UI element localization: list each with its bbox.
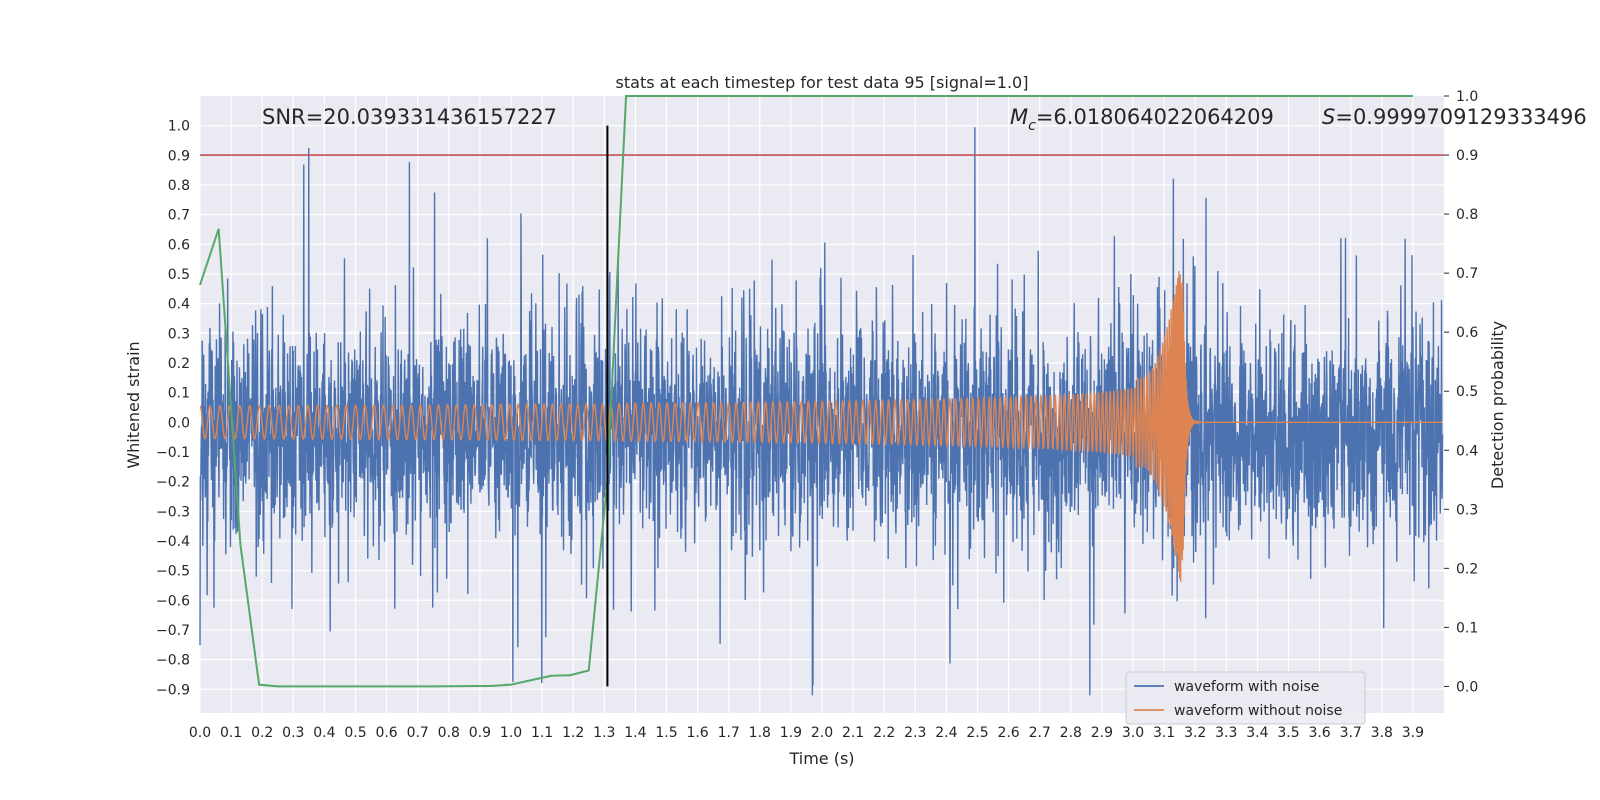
y-tick-label: −0.6 [156,593,190,609]
score-value: =0.9999709129333496 [1335,105,1586,129]
x-tick-label: 1.3 [593,725,615,741]
snr-annotation: SNR=20.039331436157227 [262,105,557,129]
y-tick-label: 0.2 [168,356,190,372]
chirp-mass-value: =6.018064022064209 [1036,105,1274,129]
y-right-tick-label: 0.4 [1456,443,1478,459]
y-tick-label: −0.4 [156,534,190,550]
x-tick-label: 2.4 [935,725,957,741]
legend-box [1125,671,1366,725]
y-right-tick-label: 0.8 [1456,207,1478,223]
x-tick-label: 3.0 [1122,725,1144,741]
y-right-tick-label: 1.0 [1456,89,1478,105]
chirp-mass-subscript: c [1028,118,1036,134]
x-tick-label: 1.9 [780,725,802,741]
x-tick-label: 2.1 [842,725,864,741]
x-tick-label: 0.5 [344,725,366,741]
y-tick-label: −0.9 [156,682,190,698]
y-tick-label: 0.0 [168,415,190,431]
x-tick-label: 2.7 [1029,725,1051,741]
x-tick-label: 3.5 [1277,725,1299,741]
y-axis-right: 1.0 0.9 0.8 0.7 0.6 0.5 0.4 0.3 0.2 0.1 0.0 [1444,89,1478,695]
series-layer [199,95,1444,696]
y-right-tick-label: 0.1 [1456,620,1478,636]
x-tick-label: 3.8 [1371,725,1393,741]
x-tick-label: 0.1 [220,725,242,741]
x-tick-label: 3.6 [1308,725,1330,741]
x-tick-label: 2.8 [1060,725,1082,741]
legend-label-noisy: waveform with noise [1174,679,1319,695]
y-right-tick-label: 0.6 [1456,325,1478,341]
x-tick-label: 1.4 [624,725,646,741]
y-right-tick-label: 0.9 [1456,148,1478,164]
chart-title: stats at each timestep for test data 95 … [616,73,1029,92]
y-tick-label: 0.5 [168,267,190,283]
y-tick-label: −0.2 [156,475,190,491]
y-tick-label: 0.4 [168,297,190,313]
x-tick-label: 3.1 [1153,725,1175,741]
x-tick-label: 2.3 [904,725,926,741]
x-tick-label: 1.0 [500,725,522,741]
x-tick-label: 1.5 [655,725,677,741]
y-right-tick-label: 0.5 [1456,384,1478,400]
x-tick-label: 2.2 [873,725,895,741]
x-tick-label: 2.5 [966,725,988,741]
x-tick-label: 3.4 [1246,725,1268,741]
x-tick-label: 1.1 [531,725,553,741]
x-tick-label: 1.7 [718,725,740,741]
x-tick-label: 3.2 [1184,725,1206,741]
x-tick-label: 0.2 [251,725,273,741]
x-tick-label: 0.6 [375,725,397,741]
x-tick-label: 0.8 [438,725,460,741]
y-right-tick-label: 0.0 [1456,679,1478,695]
y-tick-label: 0.6 [168,237,190,253]
y-tick-label: 0.3 [168,326,190,342]
legend: waveform with noise waveform without noi… [1125,671,1366,725]
y-tick-label: 1.0 [168,119,190,135]
score-symbol: S [1322,105,1335,129]
y-right-tick-label: 0.7 [1456,266,1478,282]
y-tick-label: 0.1 [168,386,190,402]
series-waveform-without-noise [199,271,1443,582]
y-axis-left: 1.0 0.9 0.8 0.7 0.6 0.5 0.4 0.3 0.2 0.1 0.0 −0.1 −0.… [156,119,190,699]
x-tick-label: 1.6 [686,725,708,741]
x-tick-label: 2.0 [811,725,833,741]
y-axis-right-title: Detection probability [1488,321,1507,489]
x-tick-label: 1.8 [749,725,771,741]
chirp-mass-annotation: Mc=6.018064022064209 [1010,105,1274,134]
y-tick-label: −0.3 [156,504,190,520]
x-tick-label: 2.6 [997,725,1019,741]
x-tick-label: 3.7 [1340,725,1362,741]
x-tick-label: 0.9 [469,725,491,741]
chirp-mass-symbol: M [1010,105,1028,129]
x-tick-label: 0.3 [282,725,304,741]
y-tick-label: 0.8 [168,178,190,194]
y-right-tick-label: 0.3 [1456,502,1478,518]
x-tick-label: 1.2 [562,725,584,741]
y-tick-label: 0.7 [168,208,190,224]
y-tick-label: −0.7 [156,623,190,639]
x-tick-label: 0.4 [313,725,335,741]
x-axis-title: Time (s) [788,749,854,768]
x-tick-label: 3.9 [1402,725,1424,741]
x-tick-label: 2.9 [1091,725,1113,741]
y-axis-title: Whitened strain [124,341,143,468]
x-tick-label: 0.0 [189,725,211,741]
series-waveform-with-noise [199,127,1444,696]
y-tick-label: −0.8 [156,653,190,669]
y-tick-label: −0.5 [156,564,190,580]
y-right-tick-label: 0.2 [1456,561,1478,577]
score-annotation: S=0.9999709129333496 [1322,105,1587,129]
y-tick-label: 0.9 [168,148,190,164]
x-tick-label: 0.7 [407,725,429,741]
y-tick-label: −0.1 [156,445,190,461]
x-axis: 0.0 0.1 0.2 0.3 0.4 0.5 0.6 0.7 0.8 0.9 1.0 1.1 1.2 1… [189,725,1424,741]
x-tick-label: 3.3 [1215,725,1237,741]
legend-label-clean: waveform without noise [1174,703,1342,719]
